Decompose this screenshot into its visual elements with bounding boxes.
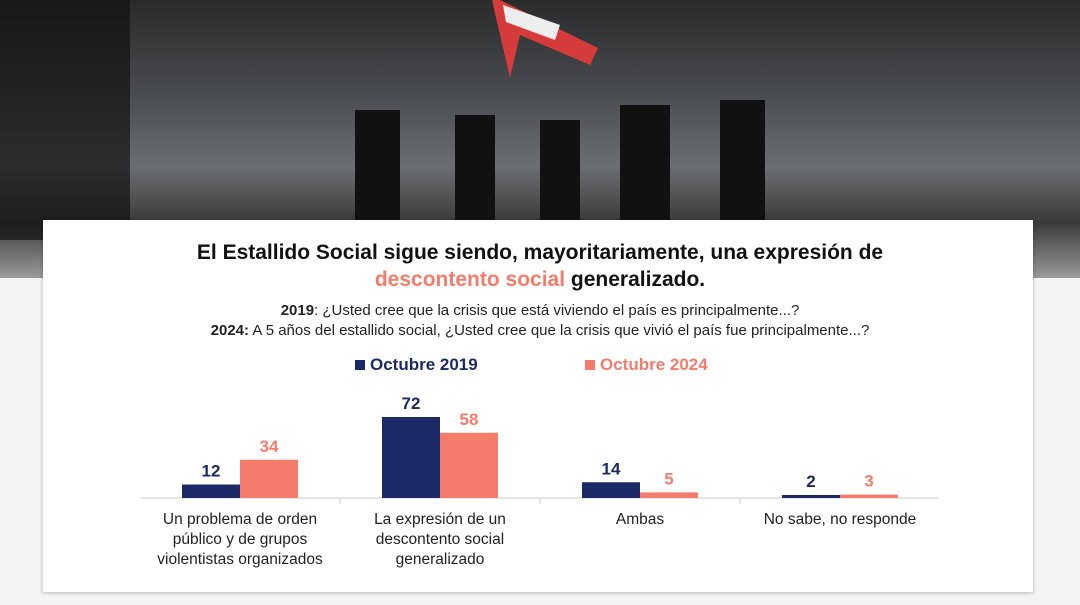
data-label: 14: [602, 459, 621, 478]
category-label: La expresión de un descontento social ge…: [374, 511, 506, 568]
category-label: No sabe, no responde: [763, 511, 917, 528]
question-2019: 2019: ¿Usted cree que la crisis que está…: [0, 302, 1080, 319]
bar: [182, 484, 240, 498]
title-highlight: descontento social: [374, 268, 566, 291]
bar: [840, 494, 898, 498]
legend-label: Octubre 2024: [600, 355, 708, 374]
bar: [582, 482, 640, 498]
title-rest: generalizado.: [565, 268, 706, 291]
protest-silhouette: [0, 0, 765, 240]
category-label: Ambas: [615, 511, 665, 528]
bar: [440, 432, 498, 498]
chart-card: [43, 220, 1033, 592]
bar: [240, 459, 298, 498]
category-label: Un problema de orden público y de grupos…: [157, 511, 323, 568]
question-text: : ¿Usted cree que la crisis que está viv…: [314, 302, 800, 319]
question-text: A 5 años del estallido social, ¿Usted cr…: [249, 322, 870, 339]
legend-swatch: [355, 360, 365, 370]
legend-label: Octubre 2019: [370, 355, 478, 374]
data-label: 12: [202, 462, 221, 481]
data-label: 72: [402, 394, 421, 413]
bar: [782, 495, 840, 498]
bar: [382, 417, 440, 498]
legend-2019: Octubre 2019: [355, 355, 478, 375]
data-label: 2: [806, 472, 815, 491]
data-label: 34: [260, 437, 279, 456]
question-2024: 2024: A 5 años del estallido social, ¿Us…: [0, 322, 1080, 339]
chart-title-line2: descontento social generalizado.: [0, 268, 1080, 292]
data-label: 3: [864, 472, 873, 491]
chart-title-line1: El Estallido Social sigue siendo, mayori…: [196, 241, 884, 264]
data-label: 5: [664, 469, 673, 488]
legend-2024: Octubre 2024: [585, 355, 708, 375]
legend-swatch: [585, 360, 595, 370]
question-year: 2024:: [210, 322, 250, 339]
bar: [640, 492, 698, 498]
question-year: 2019: [280, 302, 315, 319]
data-label: 58: [460, 410, 479, 429]
